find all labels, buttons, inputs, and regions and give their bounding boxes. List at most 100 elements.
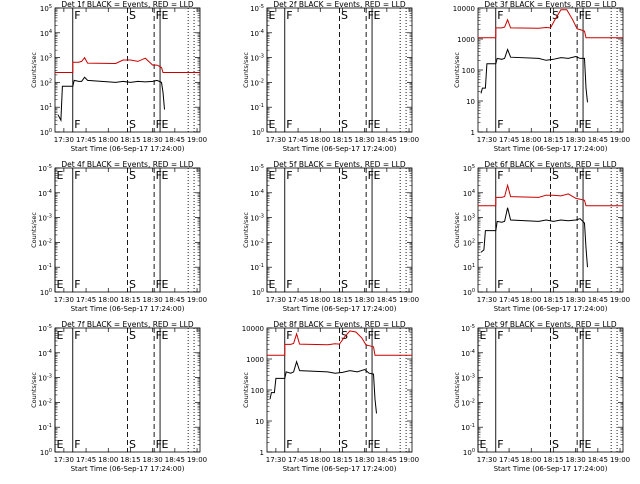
x-axis-label: Start Time (06-Sep-17 17:24:00)	[494, 145, 608, 153]
x-tick-label: 17:30	[477, 296, 497, 304]
marker-label-S: S	[341, 118, 348, 131]
x-tick-label: 17:30	[54, 296, 74, 304]
marker-label-S: S	[129, 118, 136, 131]
x-tick-label: 17:30	[54, 456, 74, 464]
x-axis-label: Start Time (06-Sep-17 17:24:00)	[283, 305, 397, 313]
y-axis-label: Counts/sec	[453, 372, 461, 408]
marker-label-F: F	[579, 278, 585, 291]
marker-label-E: E	[162, 118, 169, 131]
marker-label-top-F: F	[497, 329, 503, 342]
y-tick-label: 10-2	[38, 238, 52, 247]
marker-label-F: F	[368, 118, 374, 131]
chart-panel-det-1: Det 1f BLACK = Events, RED = LLD Counts/s…	[30, 0, 207, 153]
marker-label-top-F: F	[74, 169, 80, 182]
y-axis-label: Counts/sec	[453, 212, 461, 248]
marker-label-top-S: S	[129, 169, 136, 182]
marker-label-top-E: E	[57, 329, 64, 342]
y-tick-label: 10-2	[461, 398, 475, 407]
x-tick-label: 17:45	[76, 296, 96, 304]
x-tick-label: 17:45	[76, 136, 96, 144]
marker-label-top-F: F	[579, 329, 585, 342]
marker-label-E: E	[480, 438, 487, 451]
x-tick-label: 19:00	[610, 456, 630, 464]
x-tick-label: 18:45	[377, 296, 397, 304]
marker-label-top-E: E	[269, 169, 276, 182]
marker-label-F: F	[579, 118, 585, 131]
y-tick-label: 10000	[453, 5, 475, 13]
x-tick-label: 18:30	[143, 136, 163, 144]
marker-label-top-F: F	[74, 9, 80, 22]
chart-panel-det-2: Det 2f BLACK = Events, RED = LLD Counts/s…	[242, 0, 419, 153]
y-tick-label: 100	[463, 448, 475, 457]
chart-title: Det 2f BLACK = Events, RED = LLD	[273, 0, 406, 9]
y-tick-label: 102	[40, 78, 52, 87]
marker-label-F: F	[156, 438, 162, 451]
y-tick-label: 105	[463, 164, 475, 173]
x-tick-label: 18:45	[165, 456, 185, 464]
marker-label-top-E: E	[374, 169, 381, 182]
marker-label-top-E: E	[162, 169, 169, 182]
y-tick-label: 10-5	[250, 4, 264, 13]
marker-label-E: E	[162, 438, 169, 451]
x-tick-label: 18:00	[310, 456, 330, 464]
marker-label-E: E	[269, 118, 276, 131]
x-tick-label: 19:00	[610, 296, 630, 304]
marker-label-top-E: E	[585, 329, 592, 342]
x-tick-label: 18:15	[120, 136, 140, 144]
marker-label-top-E: E	[269, 9, 276, 22]
y-tick-label: 10-2	[38, 398, 52, 407]
x-tick-label: 19:00	[399, 136, 419, 144]
x-tick-label: 18:45	[377, 456, 397, 464]
y-tick-label: 10-1	[38, 423, 52, 432]
x-tick-label: 18:30	[355, 456, 375, 464]
y-tick-label: 1	[260, 449, 264, 457]
y-tick-label: 10-5	[461, 324, 475, 333]
series-line-events	[480, 48, 588, 103]
x-tick-label: 18:00	[98, 456, 118, 464]
marker-label-top-E: E	[374, 9, 381, 22]
chart-title: Det 9f BLACK = Events, RED = LLD	[484, 320, 617, 329]
x-tick-label: 19:00	[187, 136, 207, 144]
y-tick-label: 10	[255, 418, 264, 426]
x-tick-label: 18:45	[588, 456, 608, 464]
x-tick-label: 18:15	[120, 456, 140, 464]
y-tick-label: 10-1	[461, 423, 475, 432]
marker-label-top-S: S	[341, 329, 348, 342]
marker-label-F: F	[579, 438, 585, 451]
marker-label-F: F	[286, 118, 292, 131]
chart-panel-det-9: Det 9f BLACK = Events, RED = LLD Counts/s…	[453, 320, 630, 473]
y-tick-label: 10-3	[38, 374, 52, 383]
y-tick-label: 10-3	[461, 374, 475, 383]
marker-label-top-E: E	[162, 329, 169, 342]
chart-panel-det-4: Det 4f BLACK = Events, RED = LLD Counts/s…	[30, 160, 207, 313]
y-tick-label: 100	[40, 288, 52, 297]
y-axis-label: Counts/sec	[242, 372, 250, 408]
series-line-events	[480, 207, 588, 268]
chart-panel-det-7: Det 7f BLACK = Events, RED = LLD Counts/s…	[30, 320, 207, 473]
chart-panel-det-6: Det 6f BLACK = Events, RED = LLD Counts/s…	[453, 160, 630, 313]
x-tick-label: 18:45	[588, 296, 608, 304]
marker-label-E: E	[585, 118, 592, 131]
marker-label-E: E	[585, 438, 592, 451]
y-tick-label: 100	[252, 128, 264, 137]
x-tick-label: 18:30	[355, 136, 375, 144]
chart-title: Det 8f BLACK = Events, RED = LLD	[273, 320, 406, 329]
marker-label-top-S: S	[341, 169, 348, 182]
y-tick-label: 10	[466, 98, 475, 106]
y-tick-label: 100	[462, 67, 475, 75]
series-line-lld	[478, 9, 623, 39]
y-tick-label: 1000	[246, 356, 264, 364]
x-tick-label: 18:30	[355, 296, 375, 304]
marker-label-top-F: F	[368, 9, 374, 22]
y-axis-label: Counts/sec	[453, 52, 461, 88]
y-tick-label: 100	[252, 288, 264, 297]
y-tick-label: 100	[251, 387, 264, 395]
y-tick-label: 10-4	[38, 189, 52, 198]
y-axis-label: Counts/sec	[242, 52, 250, 88]
y-tick-label: 10-4	[250, 189, 264, 198]
y-tick-label: 10-1	[250, 263, 264, 272]
x-tick-label: 19:00	[399, 456, 419, 464]
x-tick-label: 18:15	[543, 296, 563, 304]
x-tick-label: 18:45	[165, 296, 185, 304]
